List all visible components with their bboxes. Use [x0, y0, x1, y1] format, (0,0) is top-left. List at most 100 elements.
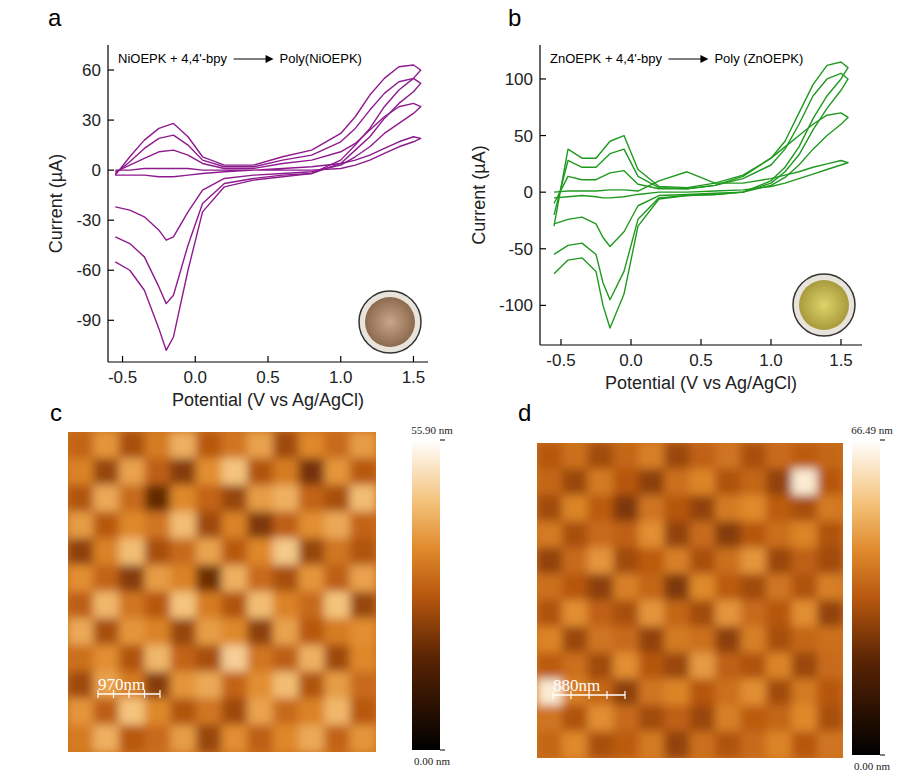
afm-cell [792, 679, 819, 706]
afm-cell [766, 469, 793, 496]
afm-cell [196, 512, 223, 540]
afm-cell [664, 574, 691, 601]
y-tick-label: -90 [76, 311, 101, 330]
x-tick [267, 356, 268, 362]
afm-cell [119, 698, 146, 726]
afm-cell [247, 672, 274, 700]
afm-cell [299, 485, 326, 513]
x-tick [630, 339, 631, 345]
y-tick [108, 320, 114, 321]
x-tick-label: 0.0 [619, 351, 643, 370]
afm-cell [715, 574, 742, 601]
afm-cell [817, 626, 843, 653]
afm-cell [93, 538, 120, 566]
afm-cell [93, 618, 120, 646]
afm-cell [639, 521, 666, 548]
afm-cell [273, 538, 300, 566]
afm-cell [639, 653, 666, 680]
afm-cell [145, 458, 172, 486]
afm-cell [324, 618, 351, 646]
afm-cell [93, 458, 120, 486]
afm-cell [537, 548, 563, 575]
afm-cell [588, 521, 615, 548]
afm-cell [588, 443, 615, 470]
afm-cell [664, 731, 691, 758]
afm-cell [817, 574, 843, 601]
afm-cell [350, 592, 376, 620]
annotation: ZnOEPK + 4,4'-bpy [550, 51, 662, 66]
afm-cell [588, 600, 615, 627]
afm-cell [562, 600, 589, 627]
scale-bar-tick [113, 690, 114, 698]
afm-cell [664, 443, 691, 470]
afm-cell [715, 495, 742, 522]
afm-cell [93, 432, 120, 459]
afm-cell [299, 672, 326, 700]
y-tick-label: -30 [76, 211, 101, 230]
y-tick [108, 170, 114, 171]
afm-cell [247, 725, 274, 752]
y-tick-label: 0 [524, 183, 533, 202]
y-tick [540, 135, 546, 136]
panel-label: d [518, 399, 531, 426]
arrow [234, 58, 268, 59]
afm-cell [715, 521, 742, 548]
afm-cell [222, 618, 249, 646]
afm-cell [196, 432, 223, 459]
afm-cell [562, 626, 589, 653]
afm-cell [741, 653, 768, 680]
afm-cell [715, 600, 742, 627]
afm-cell [68, 565, 94, 593]
afm-cell [273, 458, 300, 486]
afm-cell [613, 731, 640, 758]
inset-film [365, 297, 415, 347]
afm-cell [247, 512, 274, 540]
afm-cell [145, 512, 172, 540]
afm-cell [817, 653, 843, 680]
afm-cell [690, 443, 717, 470]
afm-cell [588, 574, 615, 601]
scale-bar-tick [588, 691, 589, 699]
colorbar-tick [440, 440, 445, 441]
y-tick-label: -60 [76, 261, 101, 280]
afm-cell [299, 512, 326, 540]
afm-cell [196, 725, 223, 752]
afm-cell [741, 469, 768, 496]
x-tick-label: -0.5 [546, 351, 575, 370]
afm-cell [562, 469, 589, 496]
afm-cell [273, 645, 300, 673]
afm-cell [273, 672, 300, 700]
afm-cell [299, 618, 326, 646]
y-tick-label: 30 [82, 111, 101, 130]
scale-bar-tick [570, 691, 571, 699]
afm-cell [145, 645, 172, 673]
afm-cell [562, 495, 589, 522]
y-tick [108, 119, 114, 120]
colorbar-tick [880, 440, 885, 441]
afm-cell [247, 538, 274, 566]
afm-cell [741, 626, 768, 653]
afm-cell [170, 458, 197, 486]
afm-cell [792, 521, 819, 548]
afm-cell [350, 512, 376, 540]
scale-bar-tick [128, 690, 129, 698]
afm-cell [792, 600, 819, 627]
afm-background [68, 432, 376, 752]
afm-cell [119, 538, 146, 566]
afm-cell [690, 521, 717, 548]
afm-cell [613, 495, 640, 522]
afm-cell [537, 574, 563, 601]
afm-cell [537, 705, 563, 732]
afm-cell [766, 574, 793, 601]
afm-cell [145, 538, 172, 566]
afm-cell [664, 653, 691, 680]
afm-cell [741, 705, 768, 732]
afm-cell [613, 574, 640, 601]
afm-cell [766, 443, 793, 470]
cv-curve [554, 73, 848, 299]
cv-curve [115, 103, 420, 240]
afm-cell [299, 565, 326, 593]
x-tick-label: -0.5 [108, 368, 137, 387]
scale-bar-tick [159, 690, 160, 698]
afm-cell [350, 458, 376, 486]
